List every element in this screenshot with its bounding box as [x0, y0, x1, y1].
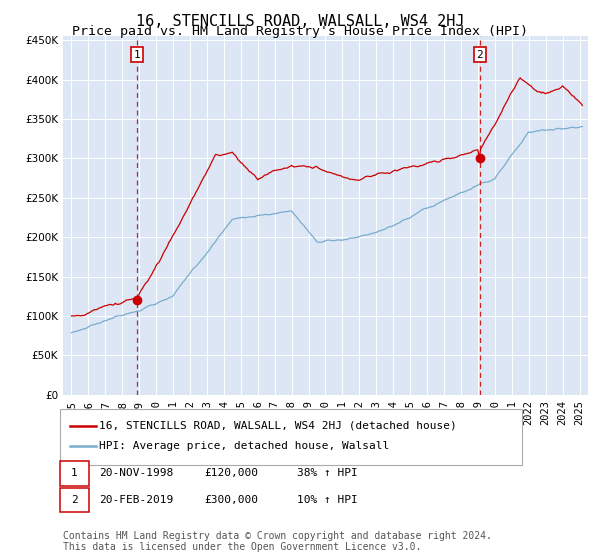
Text: HPI: Average price, detached house, Walsall: HPI: Average price, detached house, Wals…	[99, 441, 389, 451]
Text: £120,000: £120,000	[204, 468, 258, 478]
Text: Price paid vs. HM Land Registry's House Price Index (HPI): Price paid vs. HM Land Registry's House …	[72, 25, 528, 38]
Text: 1: 1	[134, 49, 140, 59]
Text: 2: 2	[71, 494, 78, 505]
Text: 20-NOV-1998: 20-NOV-1998	[99, 468, 173, 478]
Text: 1: 1	[71, 468, 78, 478]
Text: 38% ↑ HPI: 38% ↑ HPI	[297, 468, 358, 478]
Text: 2: 2	[476, 49, 484, 59]
Text: 20-FEB-2019: 20-FEB-2019	[99, 494, 173, 505]
Text: £300,000: £300,000	[204, 494, 258, 505]
Text: Contains HM Land Registry data © Crown copyright and database right 2024.
This d: Contains HM Land Registry data © Crown c…	[63, 531, 492, 553]
Text: 16, STENCILLS ROAD, WALSALL, WS4 2HJ (detached house): 16, STENCILLS ROAD, WALSALL, WS4 2HJ (de…	[99, 421, 457, 431]
Text: 10% ↑ HPI: 10% ↑ HPI	[297, 494, 358, 505]
Text: 16, STENCILLS ROAD, WALSALL, WS4 2HJ: 16, STENCILLS ROAD, WALSALL, WS4 2HJ	[136, 14, 464, 29]
